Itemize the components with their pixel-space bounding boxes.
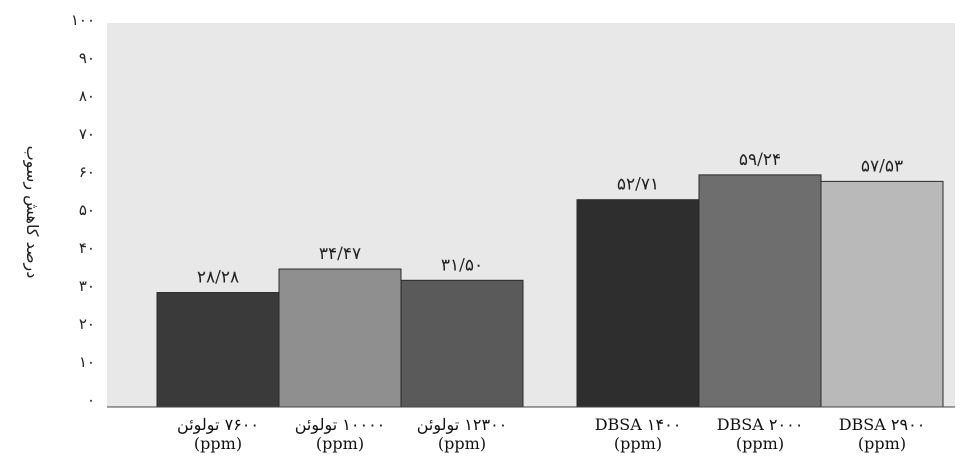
data-label: ۳۱/۵۰ — [441, 255, 483, 275]
data-label: ۵۷/۵۳ — [861, 156, 903, 176]
y-tick-label: ۸۰ — [79, 87, 95, 105]
category-label: (ppm) — [316, 434, 364, 453]
y-tick-label: ۱۰ — [79, 353, 95, 371]
y-tick-label: ۶۰ — [79, 163, 95, 181]
y-tick-label: ۲۰ — [79, 315, 95, 333]
y-tick-label: ۵۰ — [79, 201, 95, 219]
y-tick-label: ۱۰۰ — [71, 11, 95, 29]
category-label: ۱۰۰۰۰ تولوئن — [295, 415, 386, 434]
category-label: ۱۴۰۰ DBSA — [595, 415, 682, 434]
category-label: (ppm) — [194, 434, 242, 453]
data-labels: ۲۸/۲۸ ۳۴/۴۷ ۳۱/۵۰ ۵۲/۷۱ ۵۹/۲۴ ۵۷/۵۳ — [197, 150, 903, 288]
category-label: ۱۲۳۰۰ تولوئن — [417, 415, 508, 434]
bar — [820, 180, 944, 408]
y-tick-label: ۴۰ — [79, 239, 95, 257]
y-tick-label: ۹۰ — [79, 49, 95, 67]
category-label: ۲۰۰۰ DBSA — [717, 415, 804, 434]
category-label: (ppm) — [614, 434, 662, 453]
y-axis-ticks: ۰ ۱۰ ۲۰ ۳۰ ۴۰ ۵۰ ۶۰ ۷۰ ۸۰ ۹۰ ۱۰۰ — [71, 11, 95, 409]
bar — [698, 174, 822, 408]
category-label: ۷۶۰۰ تولوئن — [177, 415, 259, 434]
category-label: (ppm) — [736, 434, 784, 453]
bar — [576, 199, 700, 408]
x-axis-categories: ۷۶۰۰ تولوئن(ppm)۱۰۰۰۰ تولوئن(ppm)۱۲۳۰۰ ت… — [177, 415, 925, 453]
category-label: (ppm) — [438, 434, 486, 453]
y-tick-label: ۳۰ — [79, 277, 95, 295]
bar — [278, 268, 402, 408]
bar — [400, 279, 524, 408]
y-axis-label: درصد کاهش رسوب — [22, 146, 42, 279]
category-label: (ppm) — [858, 434, 906, 453]
category-label: ۲۹۰۰ DBSA — [839, 415, 926, 434]
y-tick-label: ۰ — [87, 391, 95, 409]
data-label: ۵۹/۲۴ — [739, 150, 781, 170]
data-label: ۲۸/۲۸ — [197, 268, 239, 288]
bar — [156, 292, 280, 408]
data-label: ۳۴/۴۷ — [319, 244, 361, 264]
data-label: ۵۲/۷۱ — [617, 175, 659, 195]
bars — [156, 174, 944, 408]
y-tick-label: ۷۰ — [79, 125, 95, 143]
